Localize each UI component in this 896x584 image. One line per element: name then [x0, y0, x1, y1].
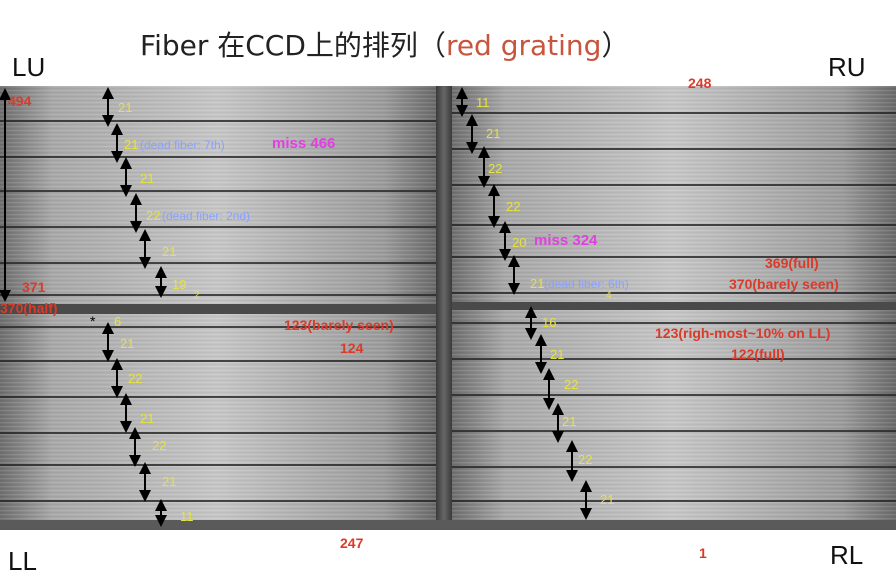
count-lu-2: 21 — [124, 137, 139, 152]
count-ll-5: 22 — [152, 438, 167, 453]
fiber-id-370-barely: 370(barely seen) — [729, 276, 839, 292]
count-lu-3: 21 — [140, 171, 155, 186]
dead-note-lu-1: (dead fiber: 7th) — [140, 138, 225, 152]
count-ll-3: 22 — [128, 371, 143, 386]
count-ll-6: 21 — [162, 474, 177, 489]
count-ru-6: 21 — [530, 276, 545, 291]
ccd-horizontal-gap-left — [0, 304, 436, 314]
miss-label-lu: miss 466 — [272, 135, 336, 152]
count-ru-3: 22 — [488, 161, 503, 176]
slide-title: Fiber 在CCD上的排列（red grating） — [140, 29, 630, 62]
fiber-id-122-full: 122(full) — [731, 346, 785, 362]
fiber-id-370-half: 370(half) — [0, 300, 58, 316]
count-ru-1: 11 — [476, 95, 490, 110]
count-rl-3: 22 — [564, 377, 579, 392]
quadrant-ll — [0, 314, 436, 528]
dead-note-lu-2: (dead fiber: 2nd) — [162, 209, 251, 223]
count-ll-4: 21 — [140, 411, 155, 426]
fiber-id-248: 248 — [688, 75, 712, 91]
count-ru-2: 21 — [486, 126, 501, 141]
miss-label-ru: miss 324 — [534, 232, 598, 249]
quadrant-ru — [452, 86, 896, 302]
fiber-id-371: 371 — [22, 279, 46, 295]
ccd-bottom-strip — [0, 520, 896, 530]
count-ll-1: 6 — [114, 314, 122, 329]
count-ru-small: 4 — [606, 290, 612, 301]
corner-label-ll: LL — [8, 546, 37, 576]
count-rl-2: 21 — [550, 347, 565, 362]
fiber-id-1: 1 — [699, 545, 707, 561]
count-ll-2: 21 — [120, 336, 135, 351]
fiber-id-369-full: 369(full) — [765, 255, 819, 271]
count-lu-4: 22 — [146, 208, 161, 223]
count-ru-4: 22 — [506, 199, 521, 214]
count-rl-6: 21 — [600, 492, 615, 507]
corner-label-lu: LU — [12, 52, 46, 82]
fiber-id-124: 124 — [340, 340, 364, 356]
quadrant-rl — [452, 310, 896, 520]
quadrant-lu — [0, 86, 436, 304]
count-lu-5: 21 — [162, 244, 177, 259]
count-ru-5: 20 — [512, 235, 527, 250]
fiber-id-247: 247 — [340, 535, 364, 551]
fiber-id-494: 494 — [8, 93, 32, 109]
ccd-vertical-gap — [436, 86, 452, 530]
fiber-id-123-barely: 123(barely seen) — [284, 317, 394, 333]
ccd-horizontal-gap-right — [452, 302, 896, 310]
count-rl-5: 22 — [578, 452, 593, 467]
fiber-id-123-rightmost: 123(righ-most~10% on LL) — [655, 325, 831, 341]
star-marker: * — [90, 313, 96, 329]
count-lu-6: 19 — [172, 277, 187, 292]
corner-label-rl: RL — [830, 540, 864, 570]
corner-label-ru: RU — [828, 52, 866, 82]
count-rl-4: 21 — [562, 414, 577, 429]
count-ll-7: 11 — [180, 509, 194, 524]
count-lu-small: 2 — [194, 290, 200, 301]
dead-note-ru: (dead fiber: 6th) — [544, 277, 629, 291]
count-rl-1: 16 — [542, 315, 557, 330]
count-lu-1: 21 — [118, 100, 133, 115]
